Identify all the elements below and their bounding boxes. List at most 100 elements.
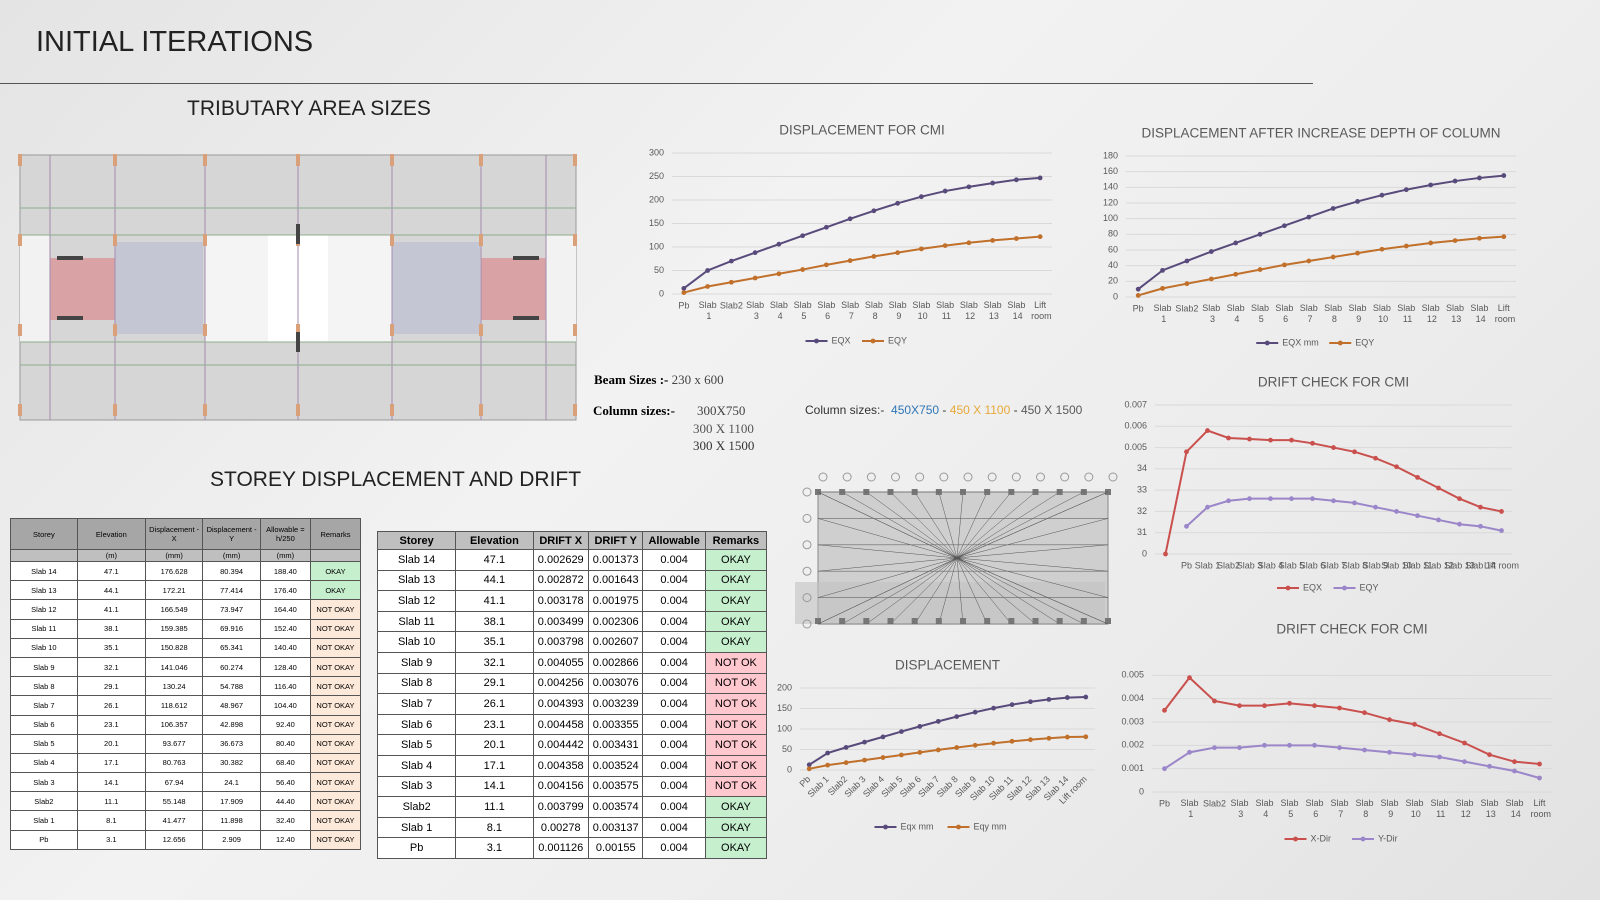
frame-line xyxy=(817,557,958,598)
table-cell: 0.004 xyxy=(642,713,706,736)
chart-title: DRIFT CHECK FOR CMI xyxy=(1276,622,1427,637)
frame-line xyxy=(842,491,958,559)
table-cell: 0.004 xyxy=(642,796,706,818)
header-row: Storey Elevation DRIFT X DRIFT Y Allowable Re… xyxy=(376,531,768,550)
y-tick-label: 50 xyxy=(782,744,792,754)
y-tick-label: 20 xyxy=(1108,276,1118,286)
data-point xyxy=(1205,428,1210,433)
column-size: 300 X 1500 xyxy=(693,438,755,453)
table-cell: Slab 14 xyxy=(10,560,78,582)
data-point xyxy=(1237,703,1242,709)
frame-line xyxy=(956,544,1109,559)
beam-sizes: Beam Sizes :- 230 x 600 xyxy=(594,372,724,388)
table-row: Slab 7 26.1 118.612 48.967 104.40 NOT OKAY xyxy=(10,695,362,716)
data-point xyxy=(1257,231,1263,237)
frame-line xyxy=(956,491,1036,559)
data-table: Storey Elevation Displacement - X Displacem… xyxy=(10,518,362,850)
plan-column xyxy=(296,404,300,416)
table-cell: 0.004 xyxy=(642,549,706,571)
table-row: Slab 13 44.1 0.002872 0.001643 0.004 OKAY xyxy=(376,569,768,592)
table-cell: 0.004 xyxy=(642,734,706,756)
x-tick-label: Lift room xyxy=(1528,798,1551,819)
plan-column xyxy=(18,324,22,336)
frame-line xyxy=(817,491,958,559)
table-cell: 8.1 xyxy=(455,816,534,839)
table-cell: 152.40 xyxy=(259,618,311,639)
table-cell: 77.414 xyxy=(202,580,261,601)
frame-line xyxy=(956,557,1060,625)
table-cell: 29.1 xyxy=(76,676,146,697)
data-point xyxy=(1310,440,1315,446)
data-point xyxy=(1083,694,1089,700)
table-cell: 38.1 xyxy=(76,618,146,639)
plan-column xyxy=(18,154,22,166)
table-cell: 60.274 xyxy=(202,656,261,678)
frame-node xyxy=(984,618,991,624)
plan-core-wall xyxy=(296,224,300,244)
plan-room xyxy=(115,242,203,334)
table-cell: 0.002866 xyxy=(587,651,644,674)
table-cell: Slab 4 xyxy=(10,752,78,774)
table-cell: 35.1 xyxy=(455,631,534,653)
table-cell: 0.003239 xyxy=(587,693,644,715)
data-point xyxy=(681,290,687,295)
data-point xyxy=(1457,521,1462,527)
y-tick-label: 250 xyxy=(649,171,664,181)
data-point xyxy=(1287,700,1292,706)
plan-column xyxy=(18,234,22,246)
frame-line xyxy=(956,491,1012,559)
table-row: Slab 14 47.1 0.002629 0.001373 0.004 OKAY xyxy=(376,549,768,571)
data-point xyxy=(1477,235,1482,241)
data-point xyxy=(1247,496,1252,502)
table-cell: 41.1 xyxy=(455,590,534,612)
data-point xyxy=(1537,775,1542,781)
table-cell: 14.1 xyxy=(76,772,146,793)
grid-bubble xyxy=(1060,472,1070,482)
table-row: Slab 5 20.1 0.004442 0.003431 0.004 NOT OK xyxy=(376,734,768,756)
grid-bubble xyxy=(963,472,973,482)
data-point xyxy=(800,267,806,272)
frame-node xyxy=(863,618,870,624)
column-header: Allowable = h/250 xyxy=(259,518,311,550)
table-row: Slab 14 47.1 176.628 80.394 188.40 OKAY xyxy=(10,560,362,582)
series-line xyxy=(809,735,1086,770)
table-cell: 0.001643 xyxy=(587,569,644,592)
data-point xyxy=(1289,496,1294,502)
x-tick-label: Slab 7 xyxy=(841,300,859,321)
table-cell: 14.1 xyxy=(455,775,534,798)
table-row: Slab 6 23.1 0.004458 0.003355 0.004 NOT OK xyxy=(376,713,768,736)
table-cell: 0.004 xyxy=(642,569,706,592)
table-cell: 20.1 xyxy=(455,734,534,756)
y-tick-label: 0.005 xyxy=(1124,442,1147,452)
data-point xyxy=(1373,455,1378,461)
data-point xyxy=(1477,175,1482,181)
table-cell: 32.1 xyxy=(76,656,146,678)
table-cell: 140.40 xyxy=(259,637,311,658)
x-tick-label: Slab 4 xyxy=(1255,798,1273,819)
slide-title: INITIAL ITERATIONS xyxy=(36,26,314,58)
data-point xyxy=(991,740,996,746)
grid-bubble xyxy=(1108,472,1118,482)
table-cell: 67.94 xyxy=(144,772,204,793)
unit-cell: (mm) xyxy=(202,549,261,562)
column-size: 450 X 1500 xyxy=(1020,403,1083,417)
plan-column xyxy=(113,404,117,416)
table-row: Slab 1 8.1 0.00278 0.003137 0.004 OKAY xyxy=(376,816,768,839)
data-point xyxy=(1037,234,1043,240)
table-cell: 23.1 xyxy=(76,714,146,735)
column-header: Displacement - X xyxy=(144,518,204,550)
column-header: DRIFT Y xyxy=(587,531,644,550)
legend-marker xyxy=(814,338,819,344)
data-point xyxy=(954,714,960,720)
table-row: Slab 1 8.1 41.477 11.898 32.40 NOT OKAY xyxy=(10,810,362,831)
table-cell: Slab2 xyxy=(376,796,457,818)
grid-bubble xyxy=(987,472,997,482)
plan-grid xyxy=(18,154,577,420)
table-cell: 116.40 xyxy=(259,676,311,697)
table-cell: NOT OK xyxy=(704,734,768,756)
data-point xyxy=(966,240,972,246)
plan-column xyxy=(573,234,577,246)
x-tick-label: Slab 11 xyxy=(936,300,954,321)
plan-room xyxy=(481,258,546,320)
